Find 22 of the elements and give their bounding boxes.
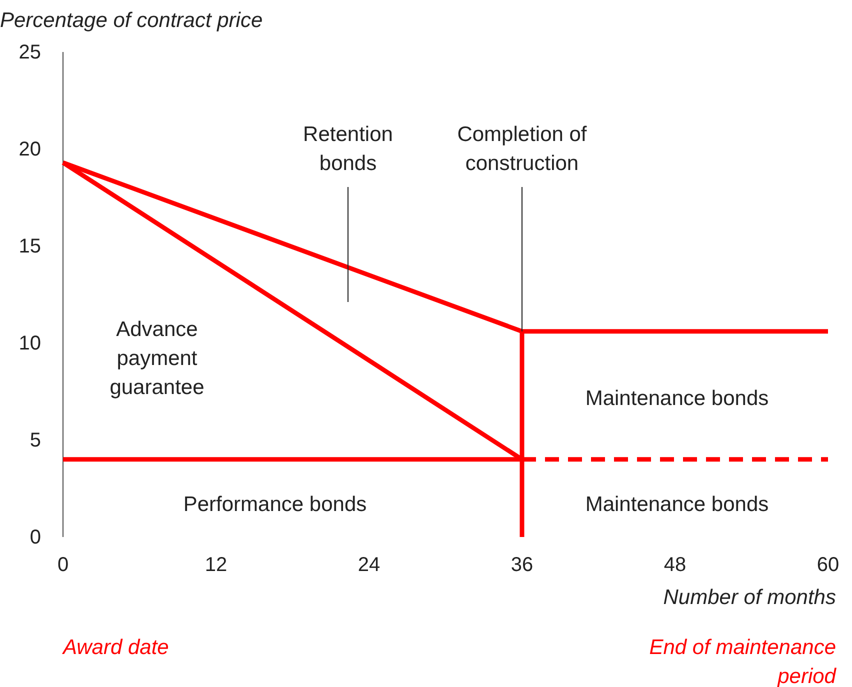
y-tick-label: 25 [18, 41, 41, 64]
y-tick-label: 5 [30, 429, 41, 452]
annotation: Retention bonds [303, 123, 393, 175]
text: Award date [61, 636, 169, 659]
x-tick-label: 48 [664, 554, 686, 576]
annotation: Maintenance bonds [585, 493, 769, 516]
y-tick-label: 20 [18, 138, 41, 160]
text: End of maintenance period [649, 636, 838, 687]
x-tick-label: 36 [510, 554, 534, 576]
x-tick-label: 24 [358, 554, 380, 576]
annotation: Maintenance bonds [585, 387, 769, 410]
annotation: Completion of construction [457, 123, 587, 175]
x-tick-label: 12 [204, 554, 228, 576]
x-tick-label: 0 [57, 554, 69, 576]
y-axis-title: Percentage of contract price [0, 9, 263, 32]
x-tick-label: 60 [816, 554, 840, 576]
annotation: Advance payment guarantee [110, 318, 204, 399]
y-tick-label: 0 [30, 526, 41, 548]
y-tick-label: 10 [18, 332, 41, 354]
x-axis-title: Number of months [663, 586, 836, 609]
annotation: Performance bonds [183, 493, 367, 516]
y-tick-label: 15 [18, 235, 41, 258]
